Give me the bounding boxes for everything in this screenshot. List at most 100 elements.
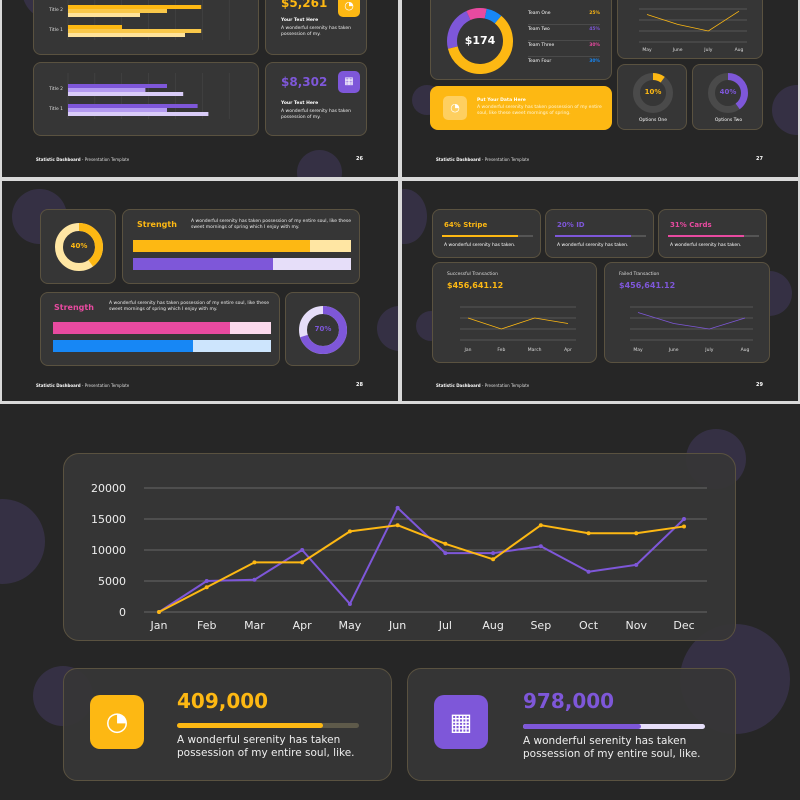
- stat-card-2: $8,302 ▦ Your Text Here A wonderful sere…: [265, 62, 367, 136]
- x-tick-label: Jul: [438, 619, 452, 632]
- data-point: [682, 517, 686, 521]
- bar: [68, 92, 184, 96]
- x-tick-label: Sep: [530, 619, 551, 632]
- x-tick-label: Feb: [497, 347, 505, 353]
- donut-fill: [55, 223, 103, 271]
- decor-blob: [377, 306, 398, 351]
- team-pct: 45%: [589, 27, 600, 32]
- x-tick-label: July: [704, 347, 713, 353]
- team-row: Team One 25%: [528, 9, 600, 25]
- bar: [68, 29, 202, 33]
- footer: Statistic Dashboard - Presentation Templ…: [436, 383, 529, 388]
- bar: [68, 9, 167, 13]
- main-slide[interactable]: 0 5000 10000 15000 20000 Jan Feb Mar Apr May Jun Ju…: [0, 404, 800, 800]
- y-tick-label: 20000: [91, 482, 126, 495]
- x-tick-label: Nov: [626, 619, 648, 632]
- bar: [68, 33, 185, 37]
- option-value: 10%: [644, 88, 662, 96]
- pie-chart-icon: ◔: [443, 96, 467, 120]
- successful-transaction-card: Successful Transaction $456,641.12 Jan Fe…: [432, 262, 597, 363]
- stat-text: A wonderful serenity has taken possessio…: [281, 26, 351, 37]
- donut-70: [299, 306, 347, 354]
- main-line-chart: 0 5000 10000 15000 20000 Jan Feb Mar Apr May Jun Ju…: [91, 482, 707, 632]
- building-icon: ▦: [434, 695, 488, 749]
- strength-text: A wonderful serenity has taken possessio…: [109, 301, 269, 312]
- progress-fill: [555, 235, 632, 237]
- data-point: [347, 529, 352, 534]
- data-point: [586, 569, 591, 574]
- card-value: $456,641.12: [447, 281, 504, 290]
- slide-29[interactable]: 64% Stripe A wonderful serenity has take…: [402, 181, 798, 401]
- progress-fill: [668, 235, 745, 237]
- strength-card-2: Strength A wonderful serenity has taken …: [40, 292, 280, 366]
- stat-value: $5,261: [281, 0, 328, 10]
- footer-brand: Statistic Dashboard: [436, 157, 481, 162]
- page-number: 26: [356, 156, 363, 162]
- kpi-card: 31% Cards A wonderful serenity has taken…: [658, 209, 767, 258]
- team-name: Team Four: [528, 59, 552, 64]
- team-name: Team Three: [528, 43, 555, 48]
- footer-sub: - Presentation Template: [80, 157, 130, 162]
- card-label: Failed Transaction: [619, 272, 660, 277]
- pie-chart-icon: ◔: [90, 695, 144, 749]
- x-tick-label: Aug: [482, 619, 503, 632]
- data-point: [443, 551, 448, 556]
- kpi-title: 64% Stripe: [444, 221, 488, 229]
- strength-title: Strength: [54, 303, 94, 312]
- x-tick-label: Jan: [464, 347, 472, 353]
- team-donut-card: $174 Team One 25% Team Two 45% Team Three 30%…: [430, 0, 612, 80]
- kpi-progress-bar: [555, 235, 646, 237]
- x-tick-label: Aug: [741, 347, 750, 353]
- x-tick-label: Jan: [150, 619, 168, 632]
- bar-chart-yellow: Title 2 Title 1: [48, 0, 230, 40]
- x-tick-label: Dec: [673, 619, 694, 632]
- data-point: [586, 531, 591, 536]
- progress-fill: [177, 723, 323, 728]
- x-tick-label: Mar: [244, 619, 265, 632]
- data-point: [395, 523, 400, 528]
- data-point: [491, 557, 496, 562]
- progress-bar: [177, 723, 359, 728]
- slide-27[interactable]: $174 Team One 25% Team Two 45% Team Three 30%…: [402, 0, 798, 177]
- x-tick-label: May: [633, 347, 643, 353]
- team-pct: 25%: [589, 11, 600, 16]
- kpi-text: A wonderful serenity has taken.: [670, 243, 742, 248]
- option-card-1: 10% Options One: [617, 64, 687, 130]
- data-point: [634, 531, 639, 536]
- donut-fill: [708, 73, 748, 113]
- y-tick-label: 10000: [91, 544, 126, 557]
- x-tick-label: March: [528, 347, 542, 353]
- stat-value: $8,302: [281, 75, 328, 89]
- y-category-label: Title 1: [48, 27, 63, 33]
- slide-26[interactable]: Title 2 Title 1 $5,261 ◔ Your Text Here A…: [2, 0, 398, 177]
- decor-blob: [0, 499, 45, 584]
- progress-bar-yellow: [133, 240, 351, 252]
- bar: [68, 13, 140, 17]
- team-list: Team One 25% Team Two 45% Team Three 30% Team …: [528, 9, 600, 73]
- donut-40: [55, 223, 103, 271]
- cta-text: A wonderful serenity has taken possessio…: [477, 105, 602, 116]
- cta-card[interactable]: ◔ Put Your Data Here A wonderful serenit…: [430, 86, 612, 130]
- line-chart-may-aug: May June July Aug: [639, 8, 747, 53]
- progress-fill: [442, 235, 519, 237]
- x-tick-label: Jun: [388, 619, 406, 632]
- donut-card-70: 70%: [285, 292, 360, 366]
- slide-28[interactable]: 40% Strength A wonderful serenity has ta…: [2, 181, 398, 401]
- strength-title: Strength: [137, 220, 177, 229]
- data-point: [204, 579, 209, 583]
- bar: [68, 104, 198, 108]
- data-point: [300, 548, 305, 552]
- failed-transaction-card: Failed Transaction $456,641.12 May June Ju…: [604, 262, 770, 363]
- line-chart-success: Jan Feb March Apr: [460, 306, 576, 353]
- donut-fill: [299, 306, 347, 354]
- kpi-card: 64% Stripe A wonderful serenity has take…: [432, 209, 541, 258]
- progress-bar-purple: [133, 258, 351, 270]
- stat-card-409000: ◔ 409,000 A wonderful serenity has taken…: [63, 668, 392, 781]
- donut-slice-team-four: [447, 8, 513, 74]
- option-label: Options Two: [714, 118, 743, 123]
- stat-value: 978,000: [523, 689, 615, 713]
- footer: Statistic Dashboard - Presentation Templ…: [36, 383, 129, 388]
- stat-value: 409,000: [177, 689, 269, 713]
- progress-fill: [133, 240, 310, 252]
- x-tick-label: Oct: [579, 619, 599, 632]
